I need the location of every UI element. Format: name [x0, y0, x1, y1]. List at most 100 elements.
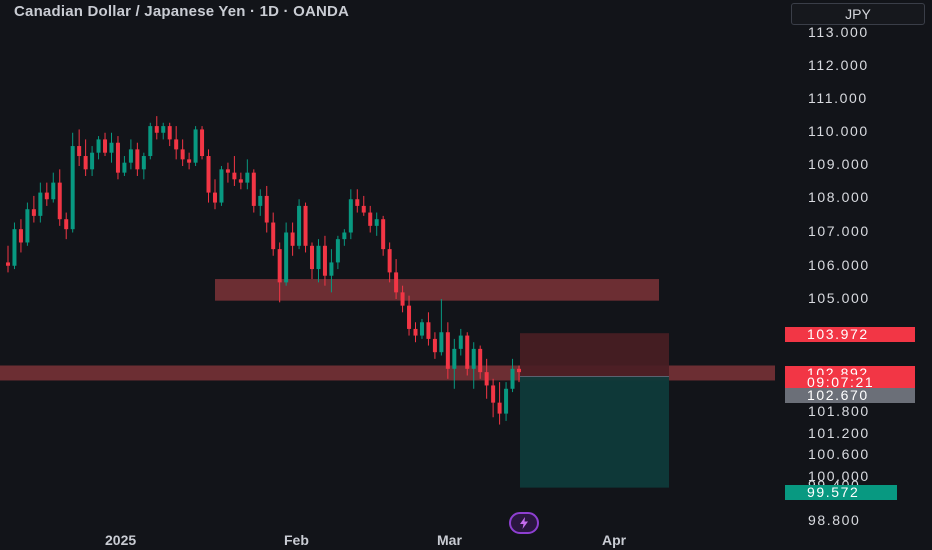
candle-body — [316, 245, 321, 270]
candle-body — [458, 335, 463, 349]
candle-body — [57, 182, 62, 220]
candle-body — [238, 179, 243, 183]
candle-body — [517, 368, 521, 373]
candle-body — [25, 209, 30, 243]
candle-body — [335, 239, 340, 263]
x-tick: Apr — [602, 532, 627, 548]
candle-body — [491, 385, 496, 403]
candle-body — [167, 126, 172, 140]
candle-body — [51, 182, 56, 200]
candle-body — [90, 152, 95, 170]
y-tick: 101.800 — [808, 403, 870, 419]
candle-body — [510, 368, 515, 389]
x-tick: Feb — [284, 532, 309, 548]
candle-body — [271, 222, 276, 250]
candle-body — [122, 162, 127, 173]
candle-body — [497, 402, 502, 414]
candle-body — [174, 139, 179, 150]
candle-body — [374, 219, 379, 226]
y-tick: 101.200 — [808, 425, 870, 441]
candle-body — [361, 205, 366, 213]
chart-title: Canadian Dollar / Japanese Yen · 1D · OA… — [14, 3, 350, 20]
candle-body — [284, 232, 289, 283]
candle-body — [258, 195, 263, 206]
candle-body — [109, 142, 114, 153]
candle-body — [70, 146, 75, 230]
resistance-zone — [215, 279, 659, 301]
candle-body — [432, 338, 437, 353]
candle-body — [413, 328, 418, 336]
candle-body — [200, 129, 205, 157]
candle-body — [452, 348, 457, 369]
candle-body — [31, 209, 36, 216]
candle-body — [419, 322, 424, 336]
y-tick: 111.000 — [808, 90, 868, 106]
candle-body — [44, 192, 49, 200]
candle-body — [38, 192, 43, 216]
candle-body — [290, 232, 295, 246]
y-tick: 113.000 — [808, 24, 869, 40]
candle-body — [18, 229, 23, 243]
candle-body — [115, 142, 120, 173]
candle-body — [264, 195, 269, 223]
y-tick: 110.000 — [808, 123, 869, 139]
candle-body — [141, 156, 146, 170]
candles-layer — [6, 116, 521, 425]
lightning-bolt-button[interactable] — [509, 512, 539, 534]
candle-body — [471, 348, 476, 369]
candle-body — [504, 388, 509, 414]
candle-body — [103, 139, 108, 153]
candle-body — [245, 172, 250, 183]
candle-body — [426, 322, 431, 339]
candle-body — [77, 146, 82, 157]
position-layer — [520, 333, 669, 488]
candle-body — [64, 219, 69, 230]
y-tick: 109.000 — [808, 156, 870, 172]
y-tick: 106.000 — [808, 257, 870, 273]
candle-body — [368, 212, 373, 226]
candle-body — [212, 192, 217, 203]
candle-body — [310, 245, 315, 270]
candle-body — [439, 332, 444, 353]
candle-body — [128, 149, 133, 163]
lightning-bolt-icon — [520, 517, 528, 529]
candle-body — [303, 205, 308, 246]
candle-body — [445, 332, 450, 369]
candle-body — [193, 129, 198, 163]
candle-body — [135, 149, 140, 170]
x-tick: 2025 — [105, 532, 137, 548]
candle-body — [394, 272, 399, 293]
candle-body — [180, 149, 185, 160]
candle-body — [400, 292, 405, 306]
y-tick: 98.800 — [808, 512, 861, 528]
y-tick: 112.000 — [808, 57, 869, 73]
candle-body — [154, 126, 159, 133]
y-tick: 100.600 — [808, 446, 870, 462]
currency-selector[interactable]: JPY — [791, 3, 925, 25]
candle-body — [387, 249, 392, 273]
candle-body — [342, 232, 347, 240]
candle-body — [219, 169, 224, 203]
take-profit-price-label: 99.572 — [785, 485, 897, 500]
candle-body — [277, 249, 282, 283]
candle-body — [225, 169, 230, 173]
candle-body — [478, 348, 483, 373]
candle-body — [329, 262, 334, 276]
candle-body — [206, 156, 211, 193]
candle-body — [6, 262, 10, 266]
entry-price-label: 102.670 — [785, 388, 915, 403]
candle-body — [187, 159, 192, 163]
candle-body — [381, 219, 386, 250]
candle-body — [251, 172, 256, 206]
x-tick: Mar — [437, 532, 462, 548]
candle-body — [161, 126, 166, 133]
y-tick: 108.000 — [808, 189, 870, 205]
candle-body — [407, 305, 412, 329]
take-profit-area — [520, 376, 669, 488]
candle-body — [355, 199, 360, 206]
stop-loss-area — [520, 333, 669, 377]
stop-loss-price-label: 103.972 — [785, 327, 915, 342]
y-tick: 100.000 — [808, 468, 870, 484]
candle-body — [148, 126, 153, 157]
